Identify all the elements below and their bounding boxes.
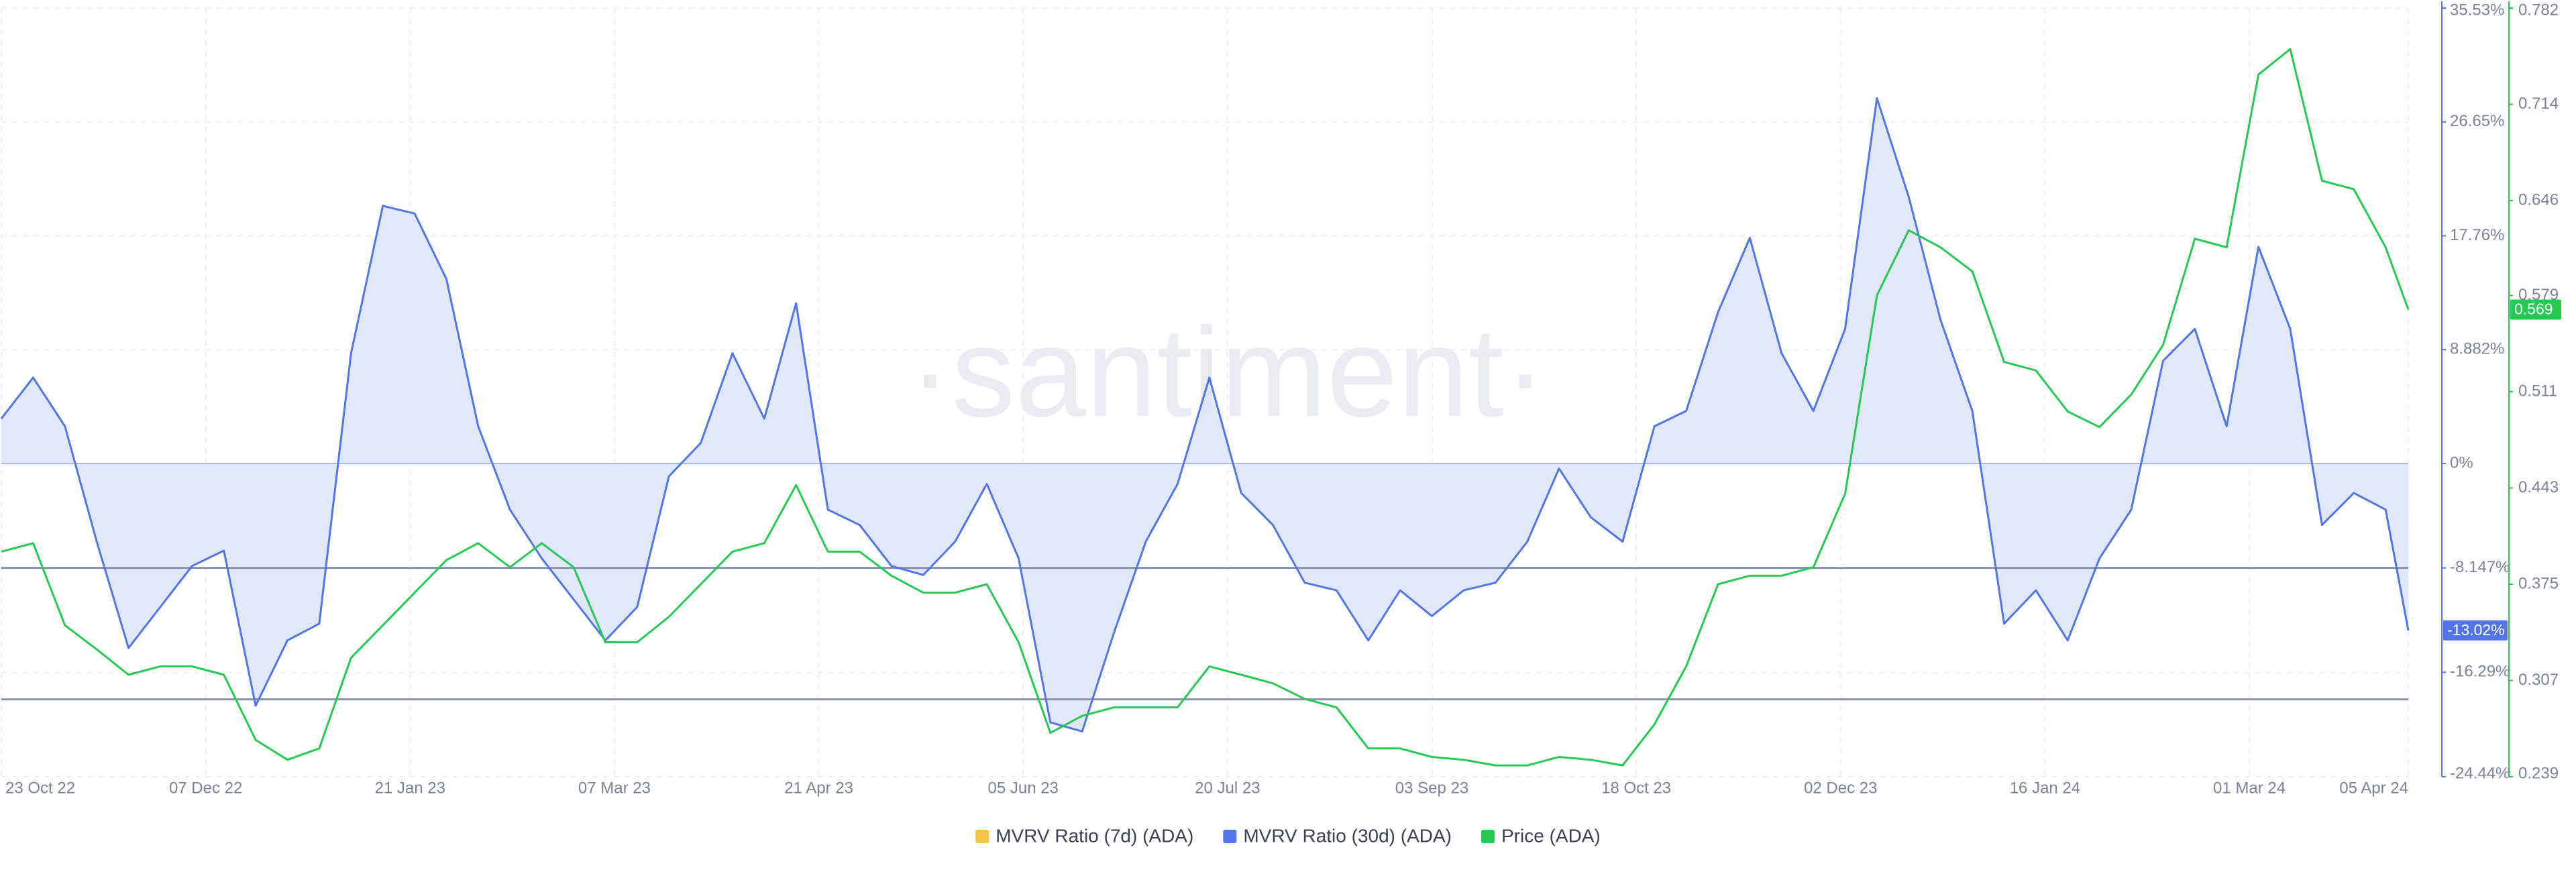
y2-tick-label: 0.646: [2518, 190, 2559, 209]
y-tick-label: 0%: [2450, 453, 2473, 472]
y2-tick-label: 0.239: [2518, 764, 2559, 782]
x-tick-label: 18 Oct 23: [1601, 779, 1671, 797]
x-tick-label: 07 Dec 22: [169, 779, 242, 797]
y-tick-label: -24.44%: [2450, 764, 2510, 782]
x-tick-label: 21 Jan 23: [375, 779, 445, 797]
y2-tick-label: 0.782: [2518, 1, 2559, 19]
x-tick-label: 07 Mar 23: [578, 779, 651, 797]
x-tick-label: 05 Jun 23: [987, 779, 1058, 797]
last-value-badge: [2443, 620, 2508, 641]
y-tick-label: 26.65%: [2450, 112, 2504, 130]
y-tick-label: 8.882%: [2450, 340, 2504, 358]
y2-tick-label: 0.375: [2518, 574, 2559, 592]
y2-tick-label: 0.307: [2518, 671, 2559, 689]
x-tick-label: 05 Apr 24: [2339, 779, 2408, 797]
line: [0, 97, 2410, 732]
y2-tick-label: 0.511: [2518, 382, 2557, 400]
y-tick-label: -8.147%: [2450, 558, 2510, 576]
legend-label: Price (ADA): [1501, 825, 1601, 846]
x-tick-label: 16 Jan 24: [2010, 779, 2080, 797]
x-tick-label: 03 Sep 23: [1395, 779, 1468, 797]
area: [1, 98, 2408, 732]
x-tick-label: 21 Apr 23: [784, 779, 853, 797]
legend-label: MVRV Ratio (7d) (ADA): [996, 825, 1193, 846]
legend-label: MVRV Ratio (30d) (ADA): [1243, 825, 1452, 846]
line: [1, 48, 2410, 767]
last-value-badge: [2510, 299, 2561, 320]
x-tick-label: 23 Oct 22: [5, 779, 75, 797]
legend-swatch: [1481, 830, 1495, 843]
legend-swatch: [1223, 830, 1237, 843]
y-tick-label: -16.29%: [2450, 663, 2510, 681]
x-tick-label: 02 Dec 23: [1804, 779, 1877, 797]
x-tick-label: 20 Jul 23: [1195, 779, 1260, 797]
x-tick-label: 01 Mar 24: [2213, 779, 2286, 797]
legend: MVRV Ratio (7d) (ADA) MVRV Ratio (30d) (A…: [975, 825, 1601, 846]
last-value-label: 0.569: [2514, 301, 2553, 318]
y-tick-label: 35.53%: [2450, 1, 2504, 19]
y2-tick-label: 0.714: [2518, 95, 2559, 113]
last-value-label: -13.02%: [2447, 621, 2505, 639]
y2-tick-label: 0.443: [2518, 478, 2559, 496]
legend-swatch: [975, 830, 989, 843]
y-tick-label: 17.76%: [2450, 226, 2504, 244]
